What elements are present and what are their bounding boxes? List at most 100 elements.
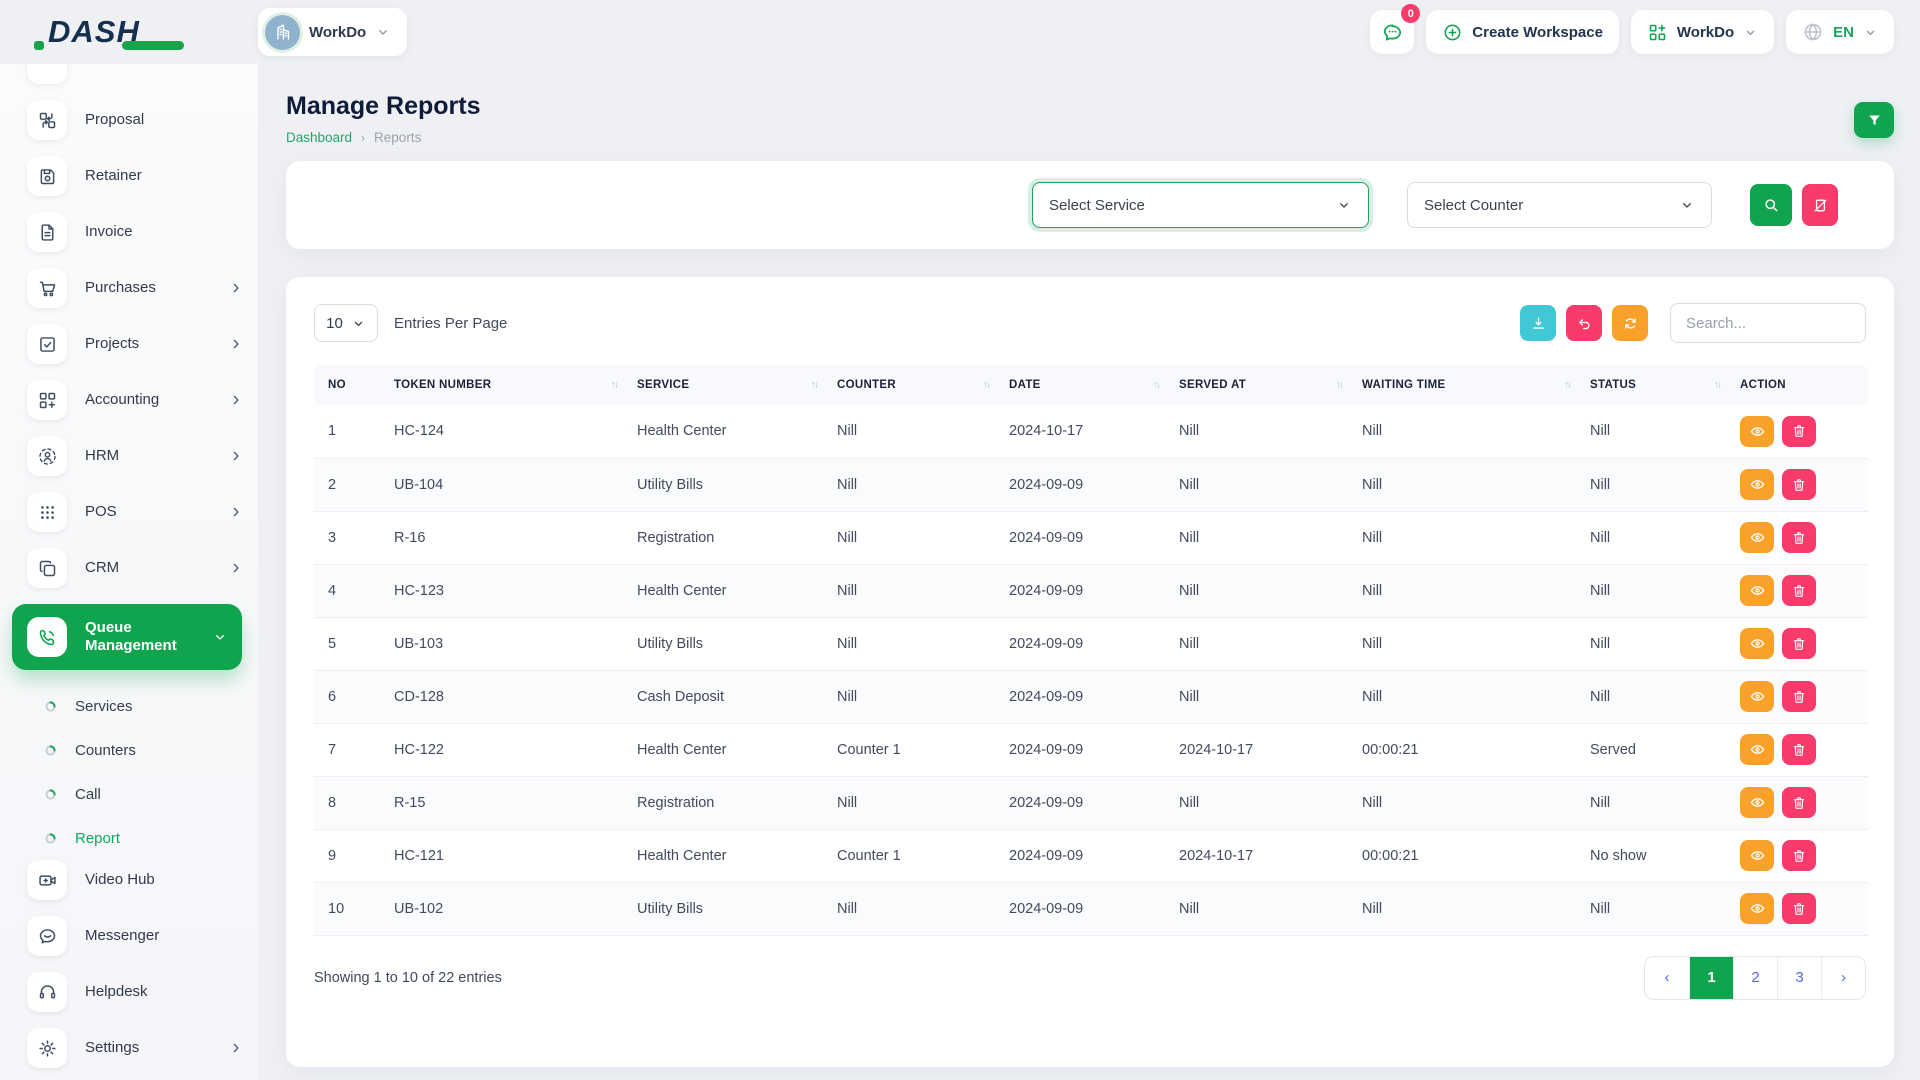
delete-button[interactable] — [1782, 681, 1816, 712]
column-header-token-number[interactable]: TOKEN NUMBER ↑↓ — [384, 365, 627, 405]
delete-button[interactable] — [1782, 840, 1816, 871]
refresh-button[interactable] — [1612, 305, 1648, 341]
table-cell: 2024-09-09 — [999, 511, 1169, 565]
sidebar-item-video-hub[interactable]: Video Hub — [27, 860, 244, 900]
create-workspace-button[interactable]: Create Workspace — [1426, 10, 1619, 54]
eye-icon — [1749, 582, 1766, 599]
sort-icon[interactable]: ↑↓ — [1714, 379, 1722, 391]
view-button[interactable] — [1740, 787, 1774, 818]
sort-icon[interactable]: ↑↓ — [983, 379, 991, 391]
column-header-status[interactable]: STATUS ↑↓ — [1580, 365, 1730, 405]
sidebar-item-hrm[interactable]: HRM — [27, 436, 244, 476]
table-cell: 7 — [314, 723, 384, 777]
table-cell: 1 — [314, 405, 384, 459]
reports-table: NO TOKEN NUMBER ↑↓ SERVICE ↑↓ COUNTER ↑↓ DATE ↑↓… — [314, 365, 1868, 936]
breadcrumb-dashboard-link[interactable]: Dashboard — [286, 130, 353, 145]
delete-button[interactable] — [1782, 469, 1816, 500]
view-button[interactable] — [1740, 681, 1774, 712]
workdo-menu-button[interactable]: WorkDo — [1630, 10, 1775, 54]
sort-icon[interactable]: ↑↓ — [1336, 379, 1344, 391]
chat-icon — [1381, 21, 1404, 44]
table-cell: 2024-10-17 — [999, 405, 1169, 459]
showing-entries-text: Showing 1 to 10 of 22 entries — [314, 969, 502, 986]
sidebar-item-helpdesk[interactable]: Helpdesk — [27, 972, 244, 1012]
delete-button[interactable] — [1782, 787, 1816, 818]
sort-icon[interactable]: ↑↓ — [1564, 379, 1572, 391]
filter-toggle-button[interactable] — [1854, 102, 1894, 138]
sidebar-item-retainer[interactable]: Retainer — [27, 156, 244, 196]
table-cell: Nill — [1580, 511, 1730, 565]
sidebar-item-settings[interactable]: Settings — [27, 1028, 244, 1068]
sidebar-item-pos[interactable]: POS — [27, 492, 244, 532]
sidebar-item-accounting[interactable]: Accounting — [27, 380, 244, 420]
view-button[interactable] — [1740, 840, 1774, 871]
table-cell: 00:00:21 — [1352, 829, 1580, 883]
sort-icon[interactable]: ↑↓ — [1153, 379, 1161, 391]
pagination-page-3[interactable]: 3 — [1777, 956, 1821, 999]
delete-button[interactable] — [1782, 575, 1816, 606]
view-button[interactable] — [1740, 522, 1774, 553]
create-workspace-label: Create Workspace — [1472, 23, 1603, 41]
pos-icon — [27, 492, 67, 532]
delete-button[interactable] — [1782, 415, 1816, 447]
table-cell: Nill — [1169, 511, 1352, 565]
view-button[interactable] — [1740, 628, 1774, 659]
view-button[interactable] — [1740, 893, 1774, 924]
pagination-page-1[interactable]: 1 — [1689, 956, 1733, 999]
table-cell: 4 — [314, 564, 384, 618]
clear-filter-button[interactable] — [1802, 184, 1838, 226]
sidebar-item-purchases[interactable]: Purchases — [27, 268, 244, 308]
row-actions — [1740, 840, 1858, 871]
workspace-selector[interactable]: WorkDo — [258, 8, 408, 56]
pagination-next-button[interactable]: › — [1821, 956, 1865, 999]
column-header-served-at[interactable]: SERVED AT ↑↓ — [1169, 365, 1352, 405]
view-button[interactable] — [1740, 575, 1774, 606]
sidebar-subitem-counters[interactable]: Counters — [0, 728, 258, 772]
undo-button[interactable] — [1566, 305, 1602, 341]
export-button[interactable] — [1520, 305, 1556, 341]
sort-icon[interactable]: ↑↓ — [611, 379, 619, 391]
sidebar-item-invoice[interactable]: Invoice — [27, 212, 244, 252]
sidebar-item-projects[interactable]: Projects — [27, 324, 244, 364]
view-button[interactable] — [1740, 734, 1774, 765]
table-cell: Nill — [1169, 405, 1352, 459]
chevron-down-icon — [1743, 25, 1758, 40]
delete-button[interactable] — [1782, 628, 1816, 659]
table-cell: Health Center — [627, 564, 827, 618]
eye-icon — [1749, 635, 1766, 652]
column-header-service[interactable]: SERVICE ↑↓ — [627, 365, 827, 405]
sidebar-subitem-call[interactable]: Call — [0, 772, 258, 816]
messages-button[interactable]: 0 — [1370, 4, 1421, 54]
column-header-counter[interactable]: COUNTER ↑↓ — [827, 365, 999, 405]
table-cell: 00:00:21 — [1352, 723, 1580, 777]
language-selector[interactable]: EN — [1786, 10, 1894, 54]
view-button[interactable] — [1740, 415, 1774, 447]
apply-filter-button[interactable] — [1750, 184, 1792, 226]
delete-button[interactable] — [1782, 734, 1816, 765]
delete-button[interactable] — [1782, 522, 1816, 553]
sidebar-item-queue-management[interactable]: Queue Management — [12, 604, 242, 670]
table-cell: Nill — [1580, 564, 1730, 618]
delete-button[interactable] — [1782, 893, 1816, 924]
column-header-waiting-time[interactable]: WAITING TIME ↑↓ — [1352, 365, 1580, 405]
sidebar-item-proposal[interactable]: Proposal — [27, 100, 244, 140]
sidebar-item-crm[interactable]: CRM — [27, 548, 244, 588]
search-input[interactable] — [1670, 303, 1866, 343]
select-service-dropdown[interactable]: Select Service — [1032, 182, 1369, 228]
sidebar-item-messenger[interactable]: Messenger — [27, 916, 244, 956]
entries-per-page-select[interactable]: 10 — [314, 304, 378, 342]
table-cell: HC-123 — [384, 564, 627, 618]
sort-icon[interactable]: ↑↓ — [811, 379, 819, 391]
table-cell: Nill — [1169, 617, 1352, 671]
pagination-prev-button[interactable]: ‹ — [1645, 956, 1689, 999]
pagination-page-2[interactable]: 2 — [1733, 956, 1777, 999]
logo-dot — [34, 41, 44, 50]
brand-logo: DASH — [26, 14, 258, 50]
view-button[interactable] — [1740, 469, 1774, 500]
table-cell: Nill — [1580, 458, 1730, 512]
sidebar-subitem-services[interactable]: Services — [0, 684, 258, 728]
select-counter-dropdown[interactable]: Select Counter — [1407, 182, 1712, 228]
table-cell: HC-124 — [384, 405, 627, 459]
sidebar-subitem-report[interactable]: Report — [0, 816, 258, 860]
column-header-date[interactable]: DATE ↑↓ — [999, 365, 1169, 405]
